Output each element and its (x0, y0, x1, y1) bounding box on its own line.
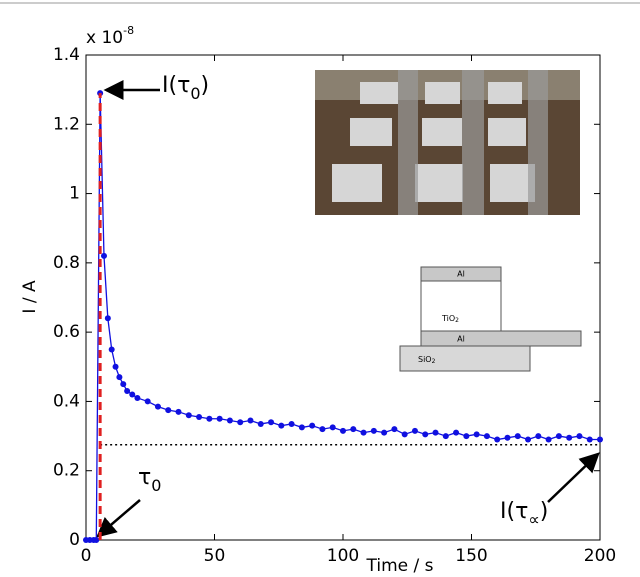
point (247, 417, 254, 424)
annotation: ) (540, 499, 549, 524)
point (422, 431, 429, 438)
point (134, 394, 141, 401)
x-tick-label: 150 (455, 546, 487, 566)
point (196, 414, 203, 421)
photo-inset (315, 70, 580, 215)
point (120, 381, 127, 388)
point (329, 424, 336, 431)
point (185, 412, 192, 419)
point (129, 391, 136, 398)
annotation: τ (138, 465, 151, 490)
point (514, 433, 521, 440)
y-axis-label: I / A (20, 280, 40, 314)
point (309, 422, 316, 429)
x-axis-label: Time / s (366, 556, 434, 576)
point (257, 420, 264, 427)
point (504, 434, 511, 441)
inset-label: TiO2 (441, 314, 459, 324)
point (175, 408, 182, 415)
y-multiplier-base: x 10 (86, 28, 123, 48)
annotation: I(τ∝) (500, 499, 548, 529)
point (216, 415, 223, 422)
y-tick-label: 1.4 (53, 45, 80, 65)
inset-label: SiO2 (418, 355, 436, 365)
point (453, 429, 460, 436)
point (268, 419, 275, 426)
point (576, 433, 583, 440)
point (370, 427, 377, 434)
y-multiplier: x 10-8 (86, 24, 134, 48)
point (381, 429, 388, 436)
point (206, 415, 213, 422)
y-tick-label: 0 (69, 530, 80, 550)
annotation: ∝ (528, 510, 539, 529)
point (116, 374, 123, 381)
point (494, 436, 501, 443)
x-tick-label: 200 (584, 546, 616, 566)
inset-label: Al (457, 270, 465, 279)
point (525, 436, 532, 443)
y-tick-label: 0.8 (53, 253, 80, 273)
point (545, 436, 552, 443)
point (278, 422, 285, 429)
annotation: τ0 (138, 465, 161, 495)
point (112, 363, 119, 370)
annotation: 0 (151, 476, 161, 495)
point (100, 252, 107, 259)
inset-label: Al (457, 335, 465, 344)
point (586, 436, 593, 443)
point (104, 315, 111, 322)
point (319, 426, 326, 433)
point (566, 434, 573, 441)
point (360, 429, 367, 436)
point (411, 427, 418, 434)
point (93, 537, 100, 543)
annotation: I(τ (162, 73, 190, 98)
point (108, 346, 115, 353)
x-tick-label: 100 (327, 546, 359, 566)
point (298, 424, 305, 431)
x-tick-label: 50 (204, 546, 226, 566)
annotation: 0 (190, 84, 200, 103)
point (226, 417, 233, 424)
annotation: I(τ0) (162, 73, 209, 103)
point (144, 398, 151, 405)
point (340, 427, 346, 434)
annotation: ) (201, 73, 210, 98)
point (597, 436, 603, 443)
y-multiplier-exponent: -8 (123, 24, 134, 37)
annotation: I(τ (500, 499, 528, 524)
point (473, 431, 480, 438)
y-tick-label: 0.4 (53, 391, 80, 411)
layer-diagram (399, 266, 582, 372)
inset-label: 2 (455, 317, 459, 324)
point (555, 433, 562, 440)
inset-label: TiO (441, 314, 455, 323)
point (154, 403, 161, 410)
y-tick-label: 1.2 (53, 114, 80, 134)
point (391, 426, 398, 433)
arrows (96, 80, 600, 538)
x-tick-label: 0 (81, 546, 92, 566)
point (165, 407, 172, 414)
point (350, 426, 357, 433)
point (288, 420, 295, 427)
point (401, 431, 408, 438)
y-tick-label: 1 (69, 184, 80, 204)
y-tick-label: 0.6 (53, 322, 80, 342)
point (535, 433, 542, 440)
point (124, 388, 131, 395)
point (237, 419, 244, 426)
point (463, 433, 470, 440)
inset-label: 2 (432, 358, 436, 365)
y-tick-label: 0.2 (53, 461, 80, 481)
point (442, 433, 449, 440)
inset-label: SiO (418, 355, 432, 364)
point (483, 433, 490, 440)
point (432, 429, 439, 436)
